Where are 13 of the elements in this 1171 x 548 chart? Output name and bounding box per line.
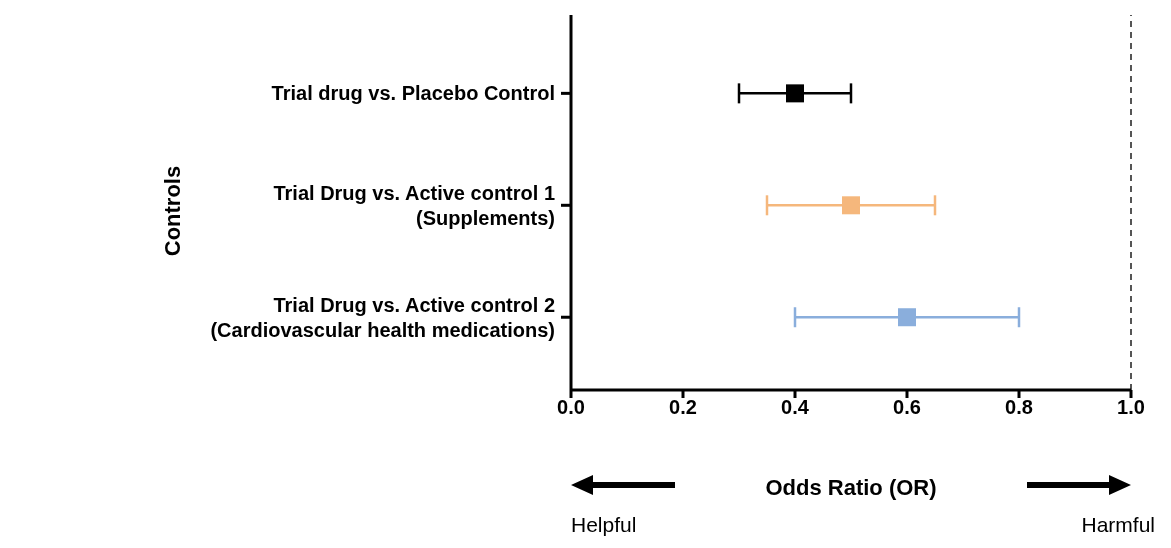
x-tick-label: 0.8 <box>1005 396 1033 419</box>
x-tick-label: 0.6 <box>893 396 921 419</box>
y-tick-label: Trial Drug vs. Active control 1 (Supplements) <box>273 181 555 229</box>
x-tick-label: 0.4 <box>781 396 810 419</box>
x-tick-label: 0.2 <box>669 396 697 419</box>
x-tick-label: 1.0 <box>1117 396 1145 419</box>
x-axis-title: Odds Ratio (OR) <box>764 475 938 501</box>
y-axis-title: Controls <box>160 165 186 257</box>
y-tick-label: Trial Drug vs. Active control 2 (Cardiovascular health medications) <box>210 293 555 341</box>
text: Helpful <box>571 513 637 537</box>
y-tick-label: Trial drug vs. Placebo Control <box>271 82 555 105</box>
x-tick-label: 0.0 <box>557 396 585 419</box>
text: Harmful <box>1081 513 1155 537</box>
